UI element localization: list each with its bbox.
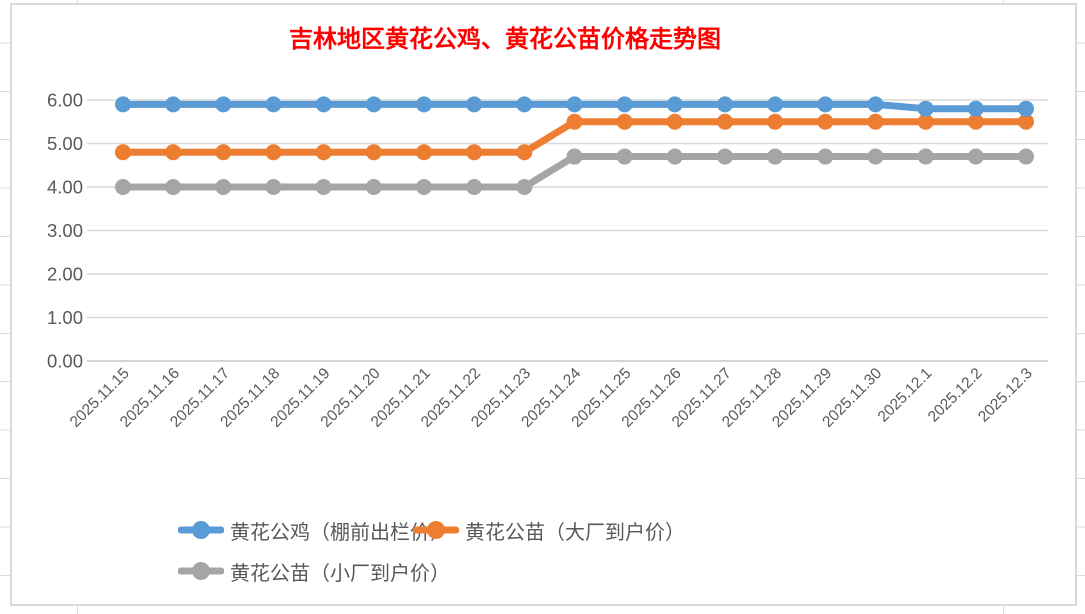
legend-item: 黄花公苗（小厂到户价） — [178, 560, 450, 585]
legend-line-marker-icon — [178, 562, 224, 580]
legend-item: 黄花公鸡（棚前出栏价） — [178, 519, 450, 544]
legend-line-marker-icon — [413, 521, 459, 539]
legend-label: 黄花公鸡（棚前出栏价） — [230, 521, 450, 544]
chart-title: 吉林地区黄花公鸡、黄花公苗价格走势图 — [289, 27, 721, 53]
legend-item: 黄花公苗（大厂到户价） — [413, 519, 685, 544]
legend-line-marker-icon — [178, 521, 224, 539]
legend-label: 黄花公苗（大厂到户价） — [465, 521, 685, 544]
legend-label: 黄花公苗（小厂到户价） — [230, 562, 450, 585]
